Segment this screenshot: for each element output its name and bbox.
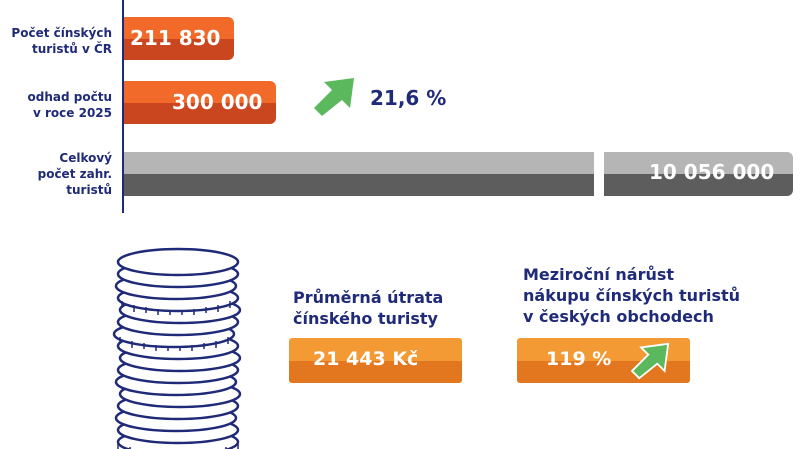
growth-arrow-icon — [314, 78, 354, 116]
growth-annotation: 21,6 % — [370, 86, 447, 110]
category-label-chinese-tourists: Počet čínských turistů v ČR — [11, 26, 112, 56]
growth-value: 119 % — [546, 348, 612, 370]
bar-value-total-foreign-tourists: 10 056 000 — [649, 160, 775, 184]
bar-value-chinese-tourists: 211 830 — [130, 26, 221, 50]
y-axis-line — [122, 0, 124, 213]
bar-chinese-tourists — [124, 17, 234, 60]
growth-arrow-icon — [631, 342, 670, 380]
coin-stack-icon — [112, 247, 242, 449]
growth-title: Meziroční nárůst nákupu čínských turistů… — [523, 265, 741, 326]
category-label-total-foreign-tourists: Celkový počet zahr. turistů — [37, 151, 112, 197]
category-label-estimate-2025: odhad počtu v roce 2025 — [27, 90, 112, 120]
bar-total-foreign-tourists-left — [124, 152, 594, 196]
bar-total-foreign-tourists-right — [604, 152, 793, 196]
bar-value-estimate-2025: 300 000 — [172, 90, 263, 114]
spending-value: 21 443 Kč — [313, 348, 419, 370]
spending-value-box — [289, 338, 462, 383]
spending-title: Průměrná útrata čínského turisty — [293, 288, 444, 328]
bar-estimate-2025 — [124, 81, 276, 124]
